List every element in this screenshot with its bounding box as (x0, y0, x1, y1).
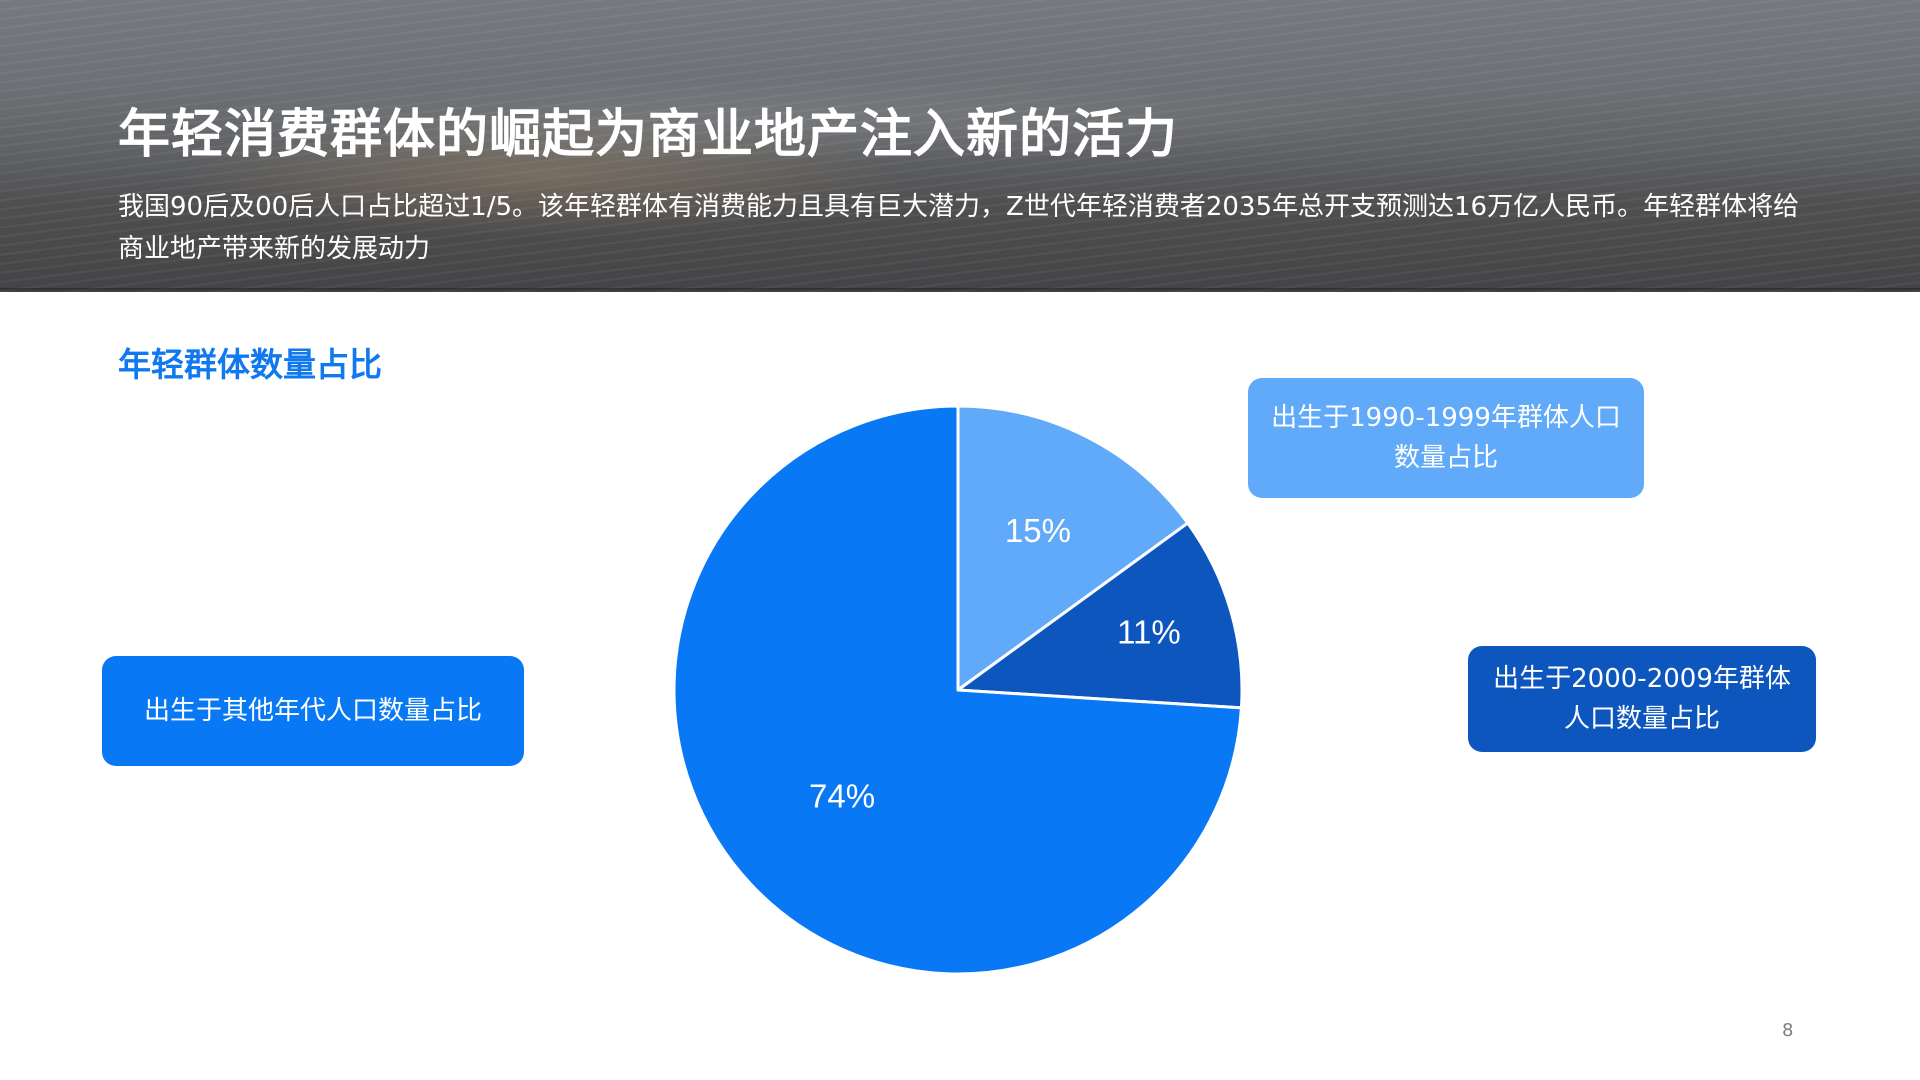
legend-callout-other: 出生于其他年代人口数量占比 (102, 656, 524, 766)
page-title: 年轻消费群体的崛起为商业地产注入新的活力 (118, 105, 1179, 165)
legend-callout-1990-1999: 出生于1990-1999年群体人口数量占比 (1248, 378, 1644, 498)
pie-data-label-1: 11% (1117, 613, 1181, 650)
banner-background-image (0, 0, 1920, 292)
page-number: 8 (1782, 1020, 1794, 1041)
pie-slice-2 (672, 404, 1243, 976)
page-subtitle: 我国90后及00后人口占比超过1/5。该年轻群体有消费能力且具有巨大潜力，Z世代… (118, 192, 1800, 264)
pie-data-label-2: 74% (809, 778, 875, 815)
pie-slice-0 (956, 404, 1190, 692)
legend-callout-2000-2009: 出生于2000-2009年群体人口数量占比 (1468, 646, 1816, 752)
section-title: 年轻群体数量占比 (118, 345, 382, 384)
pie-labels: 15% 11% 74% (809, 512, 1181, 815)
pie-slices (672, 404, 1244, 976)
header-banner: 年轻消费群体的崛起为商业地产注入新的活力 我国90后及00后人口占比超过1/5。… (0, 0, 1920, 292)
banner-shadow (0, 288, 1920, 292)
pie-slice-1 (956, 521, 1244, 710)
pie-data-label-0: 15% (1005, 512, 1071, 549)
